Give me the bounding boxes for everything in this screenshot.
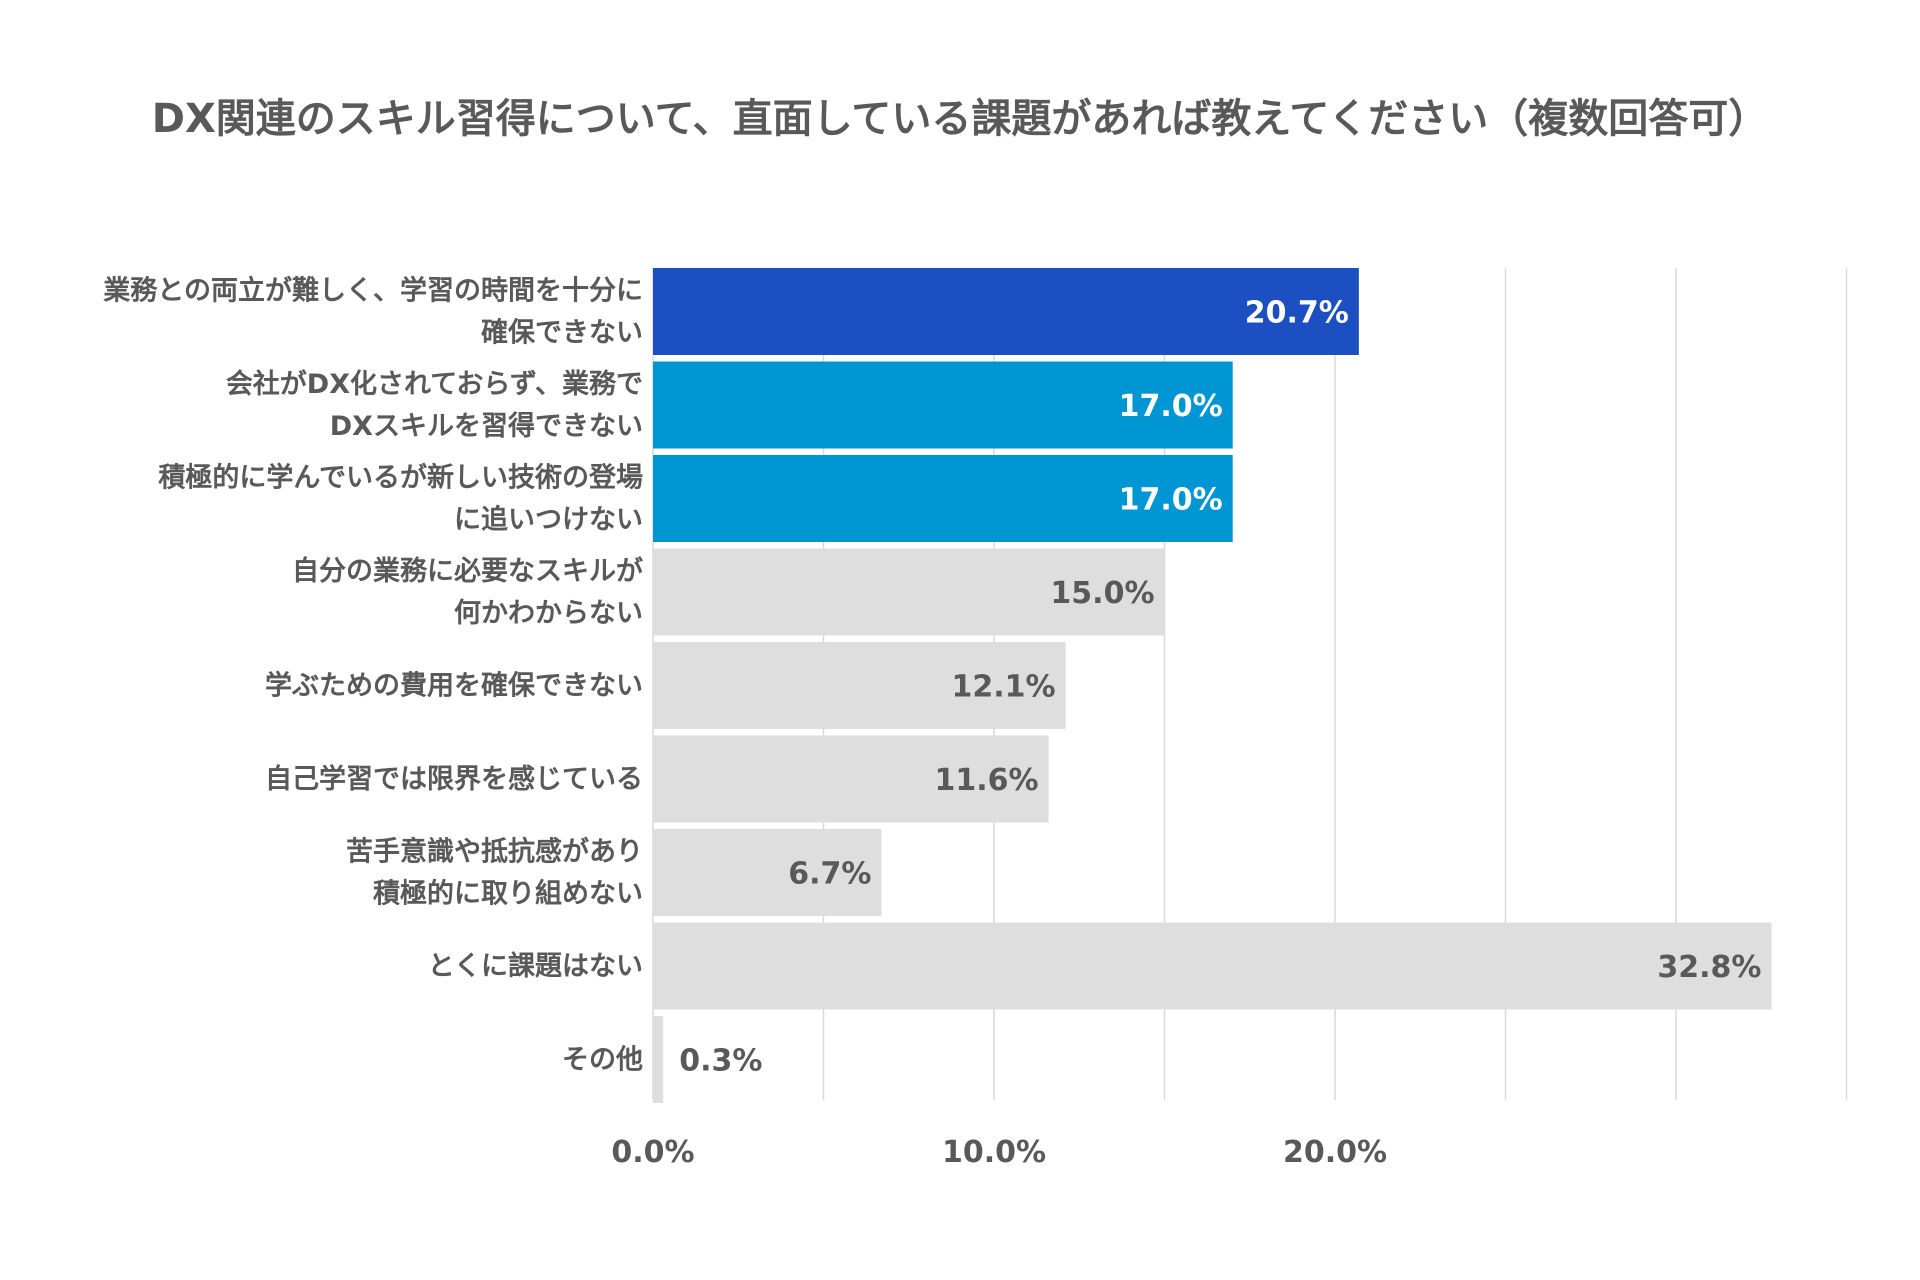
category-label: 学ぶための費用を確保できない xyxy=(265,670,643,702)
category-label-line: 自己学習では限界を感じている xyxy=(265,763,643,795)
bar xyxy=(653,455,1233,542)
category-label: 苦手意識や抵抗感があり積極的に取り組めない xyxy=(346,836,643,910)
x-tick-label: 10.0% xyxy=(942,1135,1046,1170)
category-label: 業務との両立が難しく、学習の時間を十分に確保できない xyxy=(103,275,643,349)
category-label: 積極的に学んでいるが新しい技術の登場に追いつけない xyxy=(158,462,643,536)
bar xyxy=(653,548,1165,636)
category-label: 自己学習では限界を感じている xyxy=(265,763,643,795)
category-label-line: 何かわからない xyxy=(454,598,643,629)
bar xyxy=(653,361,1233,449)
data-label: 20.7% xyxy=(1245,296,1349,331)
bar xyxy=(653,268,1359,355)
category-label-line: 積極的に学んでいるが新しい技術の登場 xyxy=(158,462,643,494)
category-label-line: その他 xyxy=(562,1045,643,1076)
category-label-line: に追いつけない xyxy=(454,504,643,536)
category-label-line: 業務との両立が難しく、学習の時間を十分に xyxy=(103,275,643,307)
bar xyxy=(653,642,1066,729)
category-label-line: 苦手意識や抵抗感があり xyxy=(346,836,643,868)
category-label-line: 会社がDX化されておらず、業務で xyxy=(226,368,643,400)
category-label-line: 積極的に取り組めない xyxy=(373,878,643,910)
data-label: 0.3% xyxy=(679,1044,762,1079)
data-label: 6.7% xyxy=(788,857,871,892)
data-label: 12.1% xyxy=(952,670,1056,705)
category-label: とくに課題はない xyxy=(428,950,643,982)
bar xyxy=(653,922,1772,1010)
data-label: 15.0% xyxy=(1050,576,1154,611)
category-label-line: とくに課題はない xyxy=(428,950,643,982)
category-label-line: 学ぶための費用を確保できない xyxy=(265,670,643,702)
data-label: 11.6% xyxy=(934,763,1038,798)
category-label-line: 自分の業務に必要なスキルが xyxy=(292,555,643,587)
x-tick-label: 0.0% xyxy=(611,1135,694,1170)
category-label-line: DXスキルを習得できない xyxy=(330,411,643,442)
category-label-line: 確保できない xyxy=(481,317,643,349)
bar xyxy=(653,1016,664,1103)
category-label: 自分の業務に必要なスキルが何かわからない xyxy=(292,555,643,629)
category-label: 会社がDX化されておらず、業務で DXスキルを習得できない xyxy=(226,368,643,442)
data-label: 32.8% xyxy=(1657,950,1761,985)
bar xyxy=(653,735,1049,823)
chart-title: DX関連のスキル習得について、直面している課題があれば教えてください（複数回答可… xyxy=(151,96,1769,142)
category-label: その他 xyxy=(562,1045,643,1076)
data-label: 17.0% xyxy=(1119,483,1223,518)
x-tick-label: 20.0% xyxy=(1283,1135,1387,1170)
bar xyxy=(653,829,882,916)
data-label: 17.0% xyxy=(1119,389,1223,424)
